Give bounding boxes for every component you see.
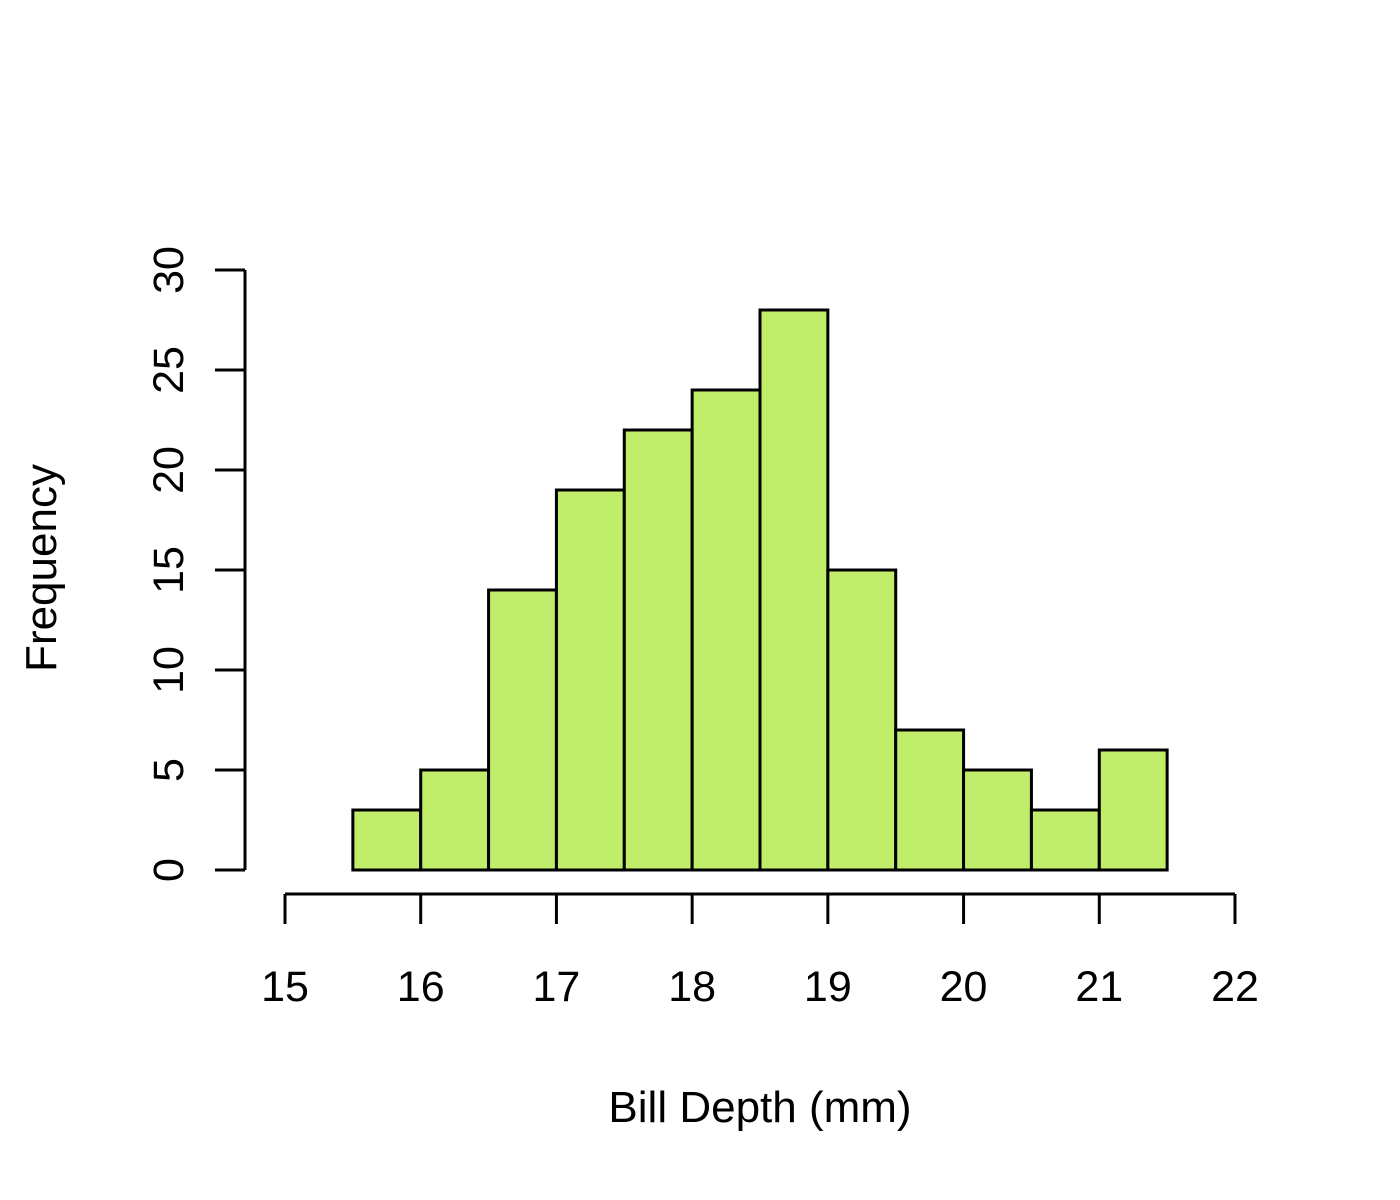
histogram-bar-2 xyxy=(487,588,558,872)
y-tick-label: 25 xyxy=(145,346,193,394)
histogram-bar-3 xyxy=(554,488,626,872)
y-tick-label: 0 xyxy=(145,858,193,882)
x-tick-label: 17 xyxy=(533,963,581,1011)
x-tick-label: 21 xyxy=(1075,963,1123,1011)
x-axis-title: Bill Depth (mm) xyxy=(608,1083,911,1132)
histogram-bar-10 xyxy=(1029,808,1101,872)
x-tick-label: 18 xyxy=(668,963,716,1011)
y-axis-title: Frequency xyxy=(17,464,66,672)
x-tick-label: 15 xyxy=(261,963,309,1011)
y-tick-label: 10 xyxy=(145,646,193,694)
histogram-bar-9 xyxy=(962,768,1033,872)
histogram-bars xyxy=(351,308,1169,872)
x-tick-label: 20 xyxy=(940,963,988,1011)
histogram-bar-1 xyxy=(419,768,491,872)
histogram-bar-5 xyxy=(690,388,762,872)
y-axis: 0 5 10 15 20 25 30 xyxy=(145,246,247,882)
y-tick-label: 20 xyxy=(145,446,193,494)
histogram-bar-0 xyxy=(351,808,423,872)
x-tick-label: 22 xyxy=(1211,963,1259,1011)
histogram-bar-8 xyxy=(894,728,966,872)
y-tick-label: 5 xyxy=(145,758,193,782)
histogram-bar-7 xyxy=(826,568,898,872)
histogram-bar-6 xyxy=(758,308,830,872)
y-tick-label: 30 xyxy=(145,246,193,294)
histogram-bar-11 xyxy=(1097,748,1169,872)
x-axis: 15 16 17 18 19 20 21 22 xyxy=(261,892,1259,1011)
y-tick-label: 15 xyxy=(145,546,193,594)
x-tick-label: 19 xyxy=(804,963,852,1011)
histogram-bar-4 xyxy=(622,428,694,872)
x-tick-label: 16 xyxy=(397,963,445,1011)
